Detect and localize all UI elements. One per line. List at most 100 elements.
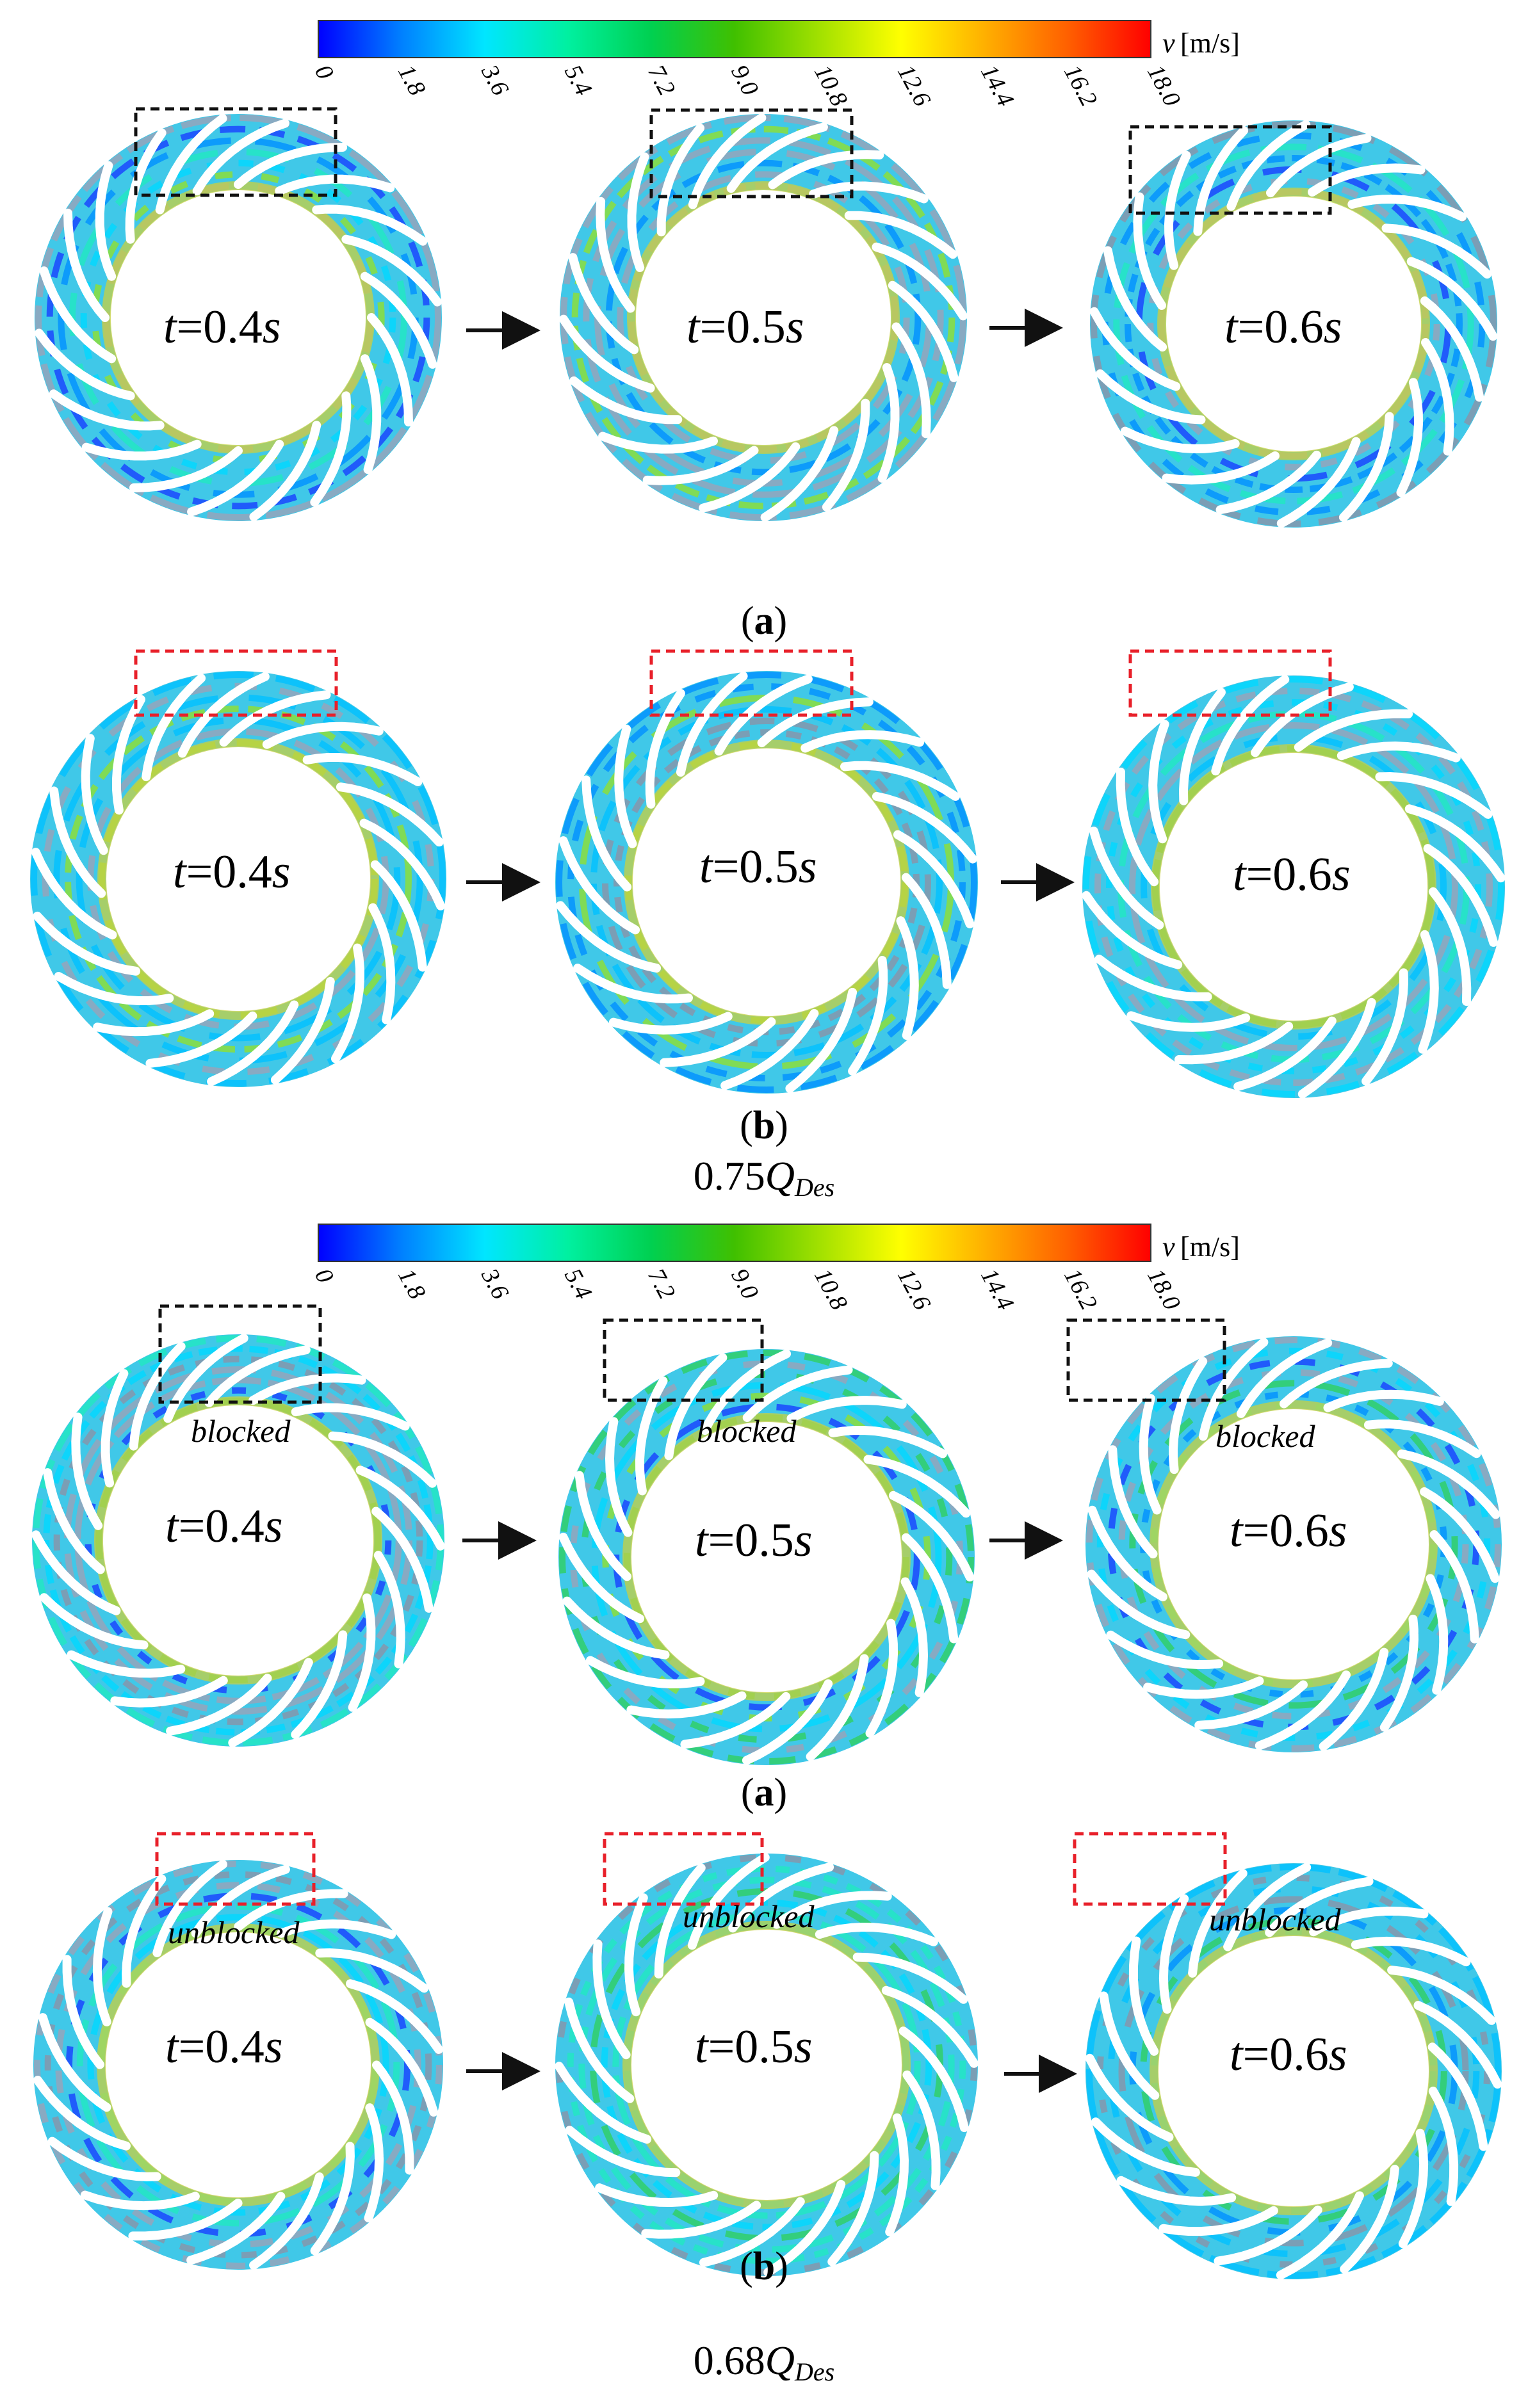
blade <box>275 174 395 196</box>
blade <box>1116 767 1159 887</box>
blade <box>1089 307 1181 391</box>
unblocked-label: unblocked <box>1209 1902 1341 1937</box>
streamline-band <box>53 694 423 1064</box>
unblocked-label: unblocked <box>168 1914 300 1950</box>
colorbar-tick-label: 7.2 <box>642 61 680 101</box>
blade <box>569 376 683 424</box>
blade <box>742 1365 853 1423</box>
flow-condition-068: 0.68QDes <box>694 2338 834 2386</box>
colorbar-tick-label: 10.8 <box>809 61 852 111</box>
colorbar-tick-label: 3.6 <box>476 1264 514 1304</box>
streamline-band <box>55 1882 421 2248</box>
streamline-band <box>601 1899 932 2231</box>
streamline-band <box>612 1911 921 2219</box>
streamline-band <box>1140 1918 1447 2225</box>
blade <box>627 152 649 272</box>
blade <box>641 2201 761 2239</box>
blade <box>592 1939 631 2060</box>
highlight-box-black <box>158 1304 322 1404</box>
impeller-ring <box>559 113 968 522</box>
blade <box>92 1907 113 2026</box>
blade <box>312 204 428 246</box>
highlight-box-black <box>649 108 854 198</box>
streamline-band <box>1083 676 1504 1097</box>
blade <box>1387 1966 1496 2025</box>
blade <box>155 114 227 214</box>
blade <box>1379 1614 1419 1732</box>
blade <box>234 143 348 189</box>
blade <box>558 836 640 935</box>
time-label: t=0.4s <box>165 1500 283 1553</box>
inner-rim <box>97 738 379 1020</box>
blade <box>1413 2001 1502 2089</box>
blade <box>786 1395 907 1423</box>
streamline-band <box>556 672 977 1093</box>
blade <box>346 1979 444 2054</box>
streamline-band <box>1086 1864 1501 2279</box>
blade <box>360 354 382 474</box>
panel-label-b: (b) <box>740 2245 788 2288</box>
streamline-band <box>65 706 412 1053</box>
colorbar-ticks: 0 1.8 3.6 5.4 7.2 9.0 10.8 12.6 14.4 16.2 18.0 <box>309 1264 1185 1314</box>
streamline-band <box>583 137 944 498</box>
blade <box>654 1863 706 1979</box>
streamline-band <box>76 716 401 1042</box>
blade <box>166 1674 272 1736</box>
streamline-band <box>34 1861 443 2269</box>
blade <box>1091 2117 1200 2177</box>
blade <box>1427 2042 1488 2151</box>
blade <box>372 2060 414 2175</box>
blade <box>341 234 442 307</box>
streamline-band <box>92 171 385 464</box>
blade <box>605 1417 633 1537</box>
blade <box>249 2172 324 2270</box>
blade <box>1106 1630 1224 1670</box>
inner-rim <box>1150 1400 1438 1688</box>
blade <box>893 830 975 928</box>
blade <box>573 964 693 1004</box>
blade <box>1188 1869 1248 1978</box>
streamline-band <box>85 1387 392 1694</box>
impeller-ring <box>31 1334 445 1747</box>
blade <box>757 697 874 748</box>
blade <box>49 786 106 898</box>
streamline-band <box>80 159 396 476</box>
inner-rim <box>622 1921 911 2209</box>
streamline-band <box>567 1865 966 2265</box>
blade <box>1420 1487 1500 1583</box>
highlight-box-black <box>134 107 337 197</box>
blade <box>33 911 141 976</box>
streamline-band <box>43 1345 434 1736</box>
blade <box>564 1997 635 2103</box>
blade <box>1126 1011 1251 1032</box>
highlight-box-red <box>155 1832 316 1906</box>
blade <box>680 1692 791 1749</box>
blade <box>772 1891 892 1929</box>
blade <box>33 2076 131 2151</box>
blade <box>848 956 888 1076</box>
blade <box>1347 194 1467 222</box>
panel-label-b: (b) <box>740 1104 788 1147</box>
blade <box>1429 1530 1479 1644</box>
blade <box>219 690 331 747</box>
colorbar-tick-label: 1.8 <box>393 61 430 101</box>
streamline-band <box>602 718 931 1047</box>
blade <box>1087 1505 1167 1602</box>
blade <box>720 1008 819 1090</box>
blade <box>1158 1894 1189 2014</box>
blade <box>355 1466 445 1551</box>
streamline-band <box>578 1877 955 2253</box>
blade <box>1233 1016 1337 1092</box>
blade <box>1381 223 1492 279</box>
blade <box>38 2013 111 2112</box>
colorbar-tick-label: 18.0 <box>1142 61 1185 111</box>
blade <box>676 672 748 777</box>
blade <box>1396 378 1424 497</box>
blade <box>1094 955 1212 1002</box>
blade <box>191 1864 290 1938</box>
blade <box>63 208 110 322</box>
streamline-band <box>1106 699 1481 1074</box>
blade <box>348 1593 376 1712</box>
blade <box>581 775 632 892</box>
